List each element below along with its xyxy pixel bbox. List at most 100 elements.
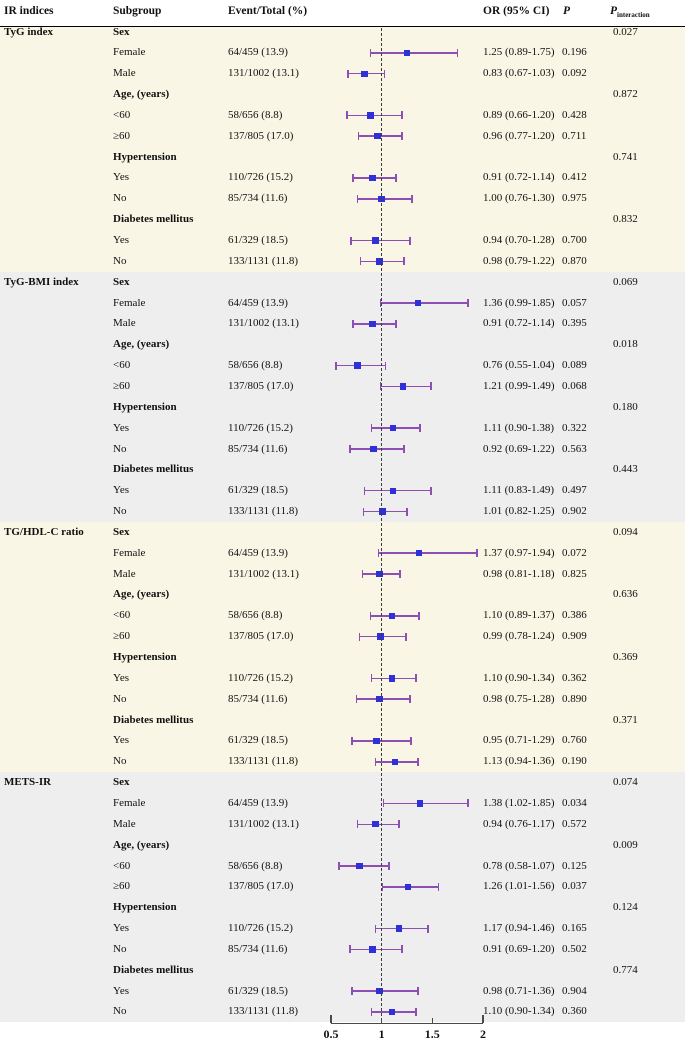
- ci-lower-cap: [374, 757, 377, 766]
- subgroup-label: Yes: [113, 234, 130, 246]
- p-value: 0.089: [562, 359, 587, 372]
- subgroup-label: Female: [113, 296, 146, 309]
- subgroup-label: <60: [113, 359, 131, 372]
- p-interaction-value: 0.872: [613, 88, 638, 101]
- event-total-value: 137/805 (17.0): [228, 379, 294, 392]
- or-ci-value: 0.98 (0.75-1.28): [483, 692, 555, 705]
- axis-baseline: [331, 1023, 483, 1025]
- section-background: [0, 26, 685, 272]
- p-value: 0.909: [562, 630, 587, 643]
- ci-upper-cap: [417, 757, 419, 766]
- subgroup-group-label: Diabetes mellitus: [113, 963, 194, 976]
- subgroup-label: <60: [113, 609, 131, 622]
- ci-lower-cap: [381, 882, 384, 891]
- ci-upper-cap: [387, 862, 390, 870]
- or-point-marker: [376, 570, 383, 578]
- ci-error-bar: [380, 302, 468, 304]
- subgroup-label: No: [113, 505, 127, 518]
- event-total-value: 61/329 (18.5): [228, 734, 288, 747]
- p-interaction-value: 0.371: [613, 713, 638, 726]
- event-total-value: 58/656 (8.8): [228, 359, 283, 372]
- or-point-marker: [376, 987, 383, 995]
- event-total-value: 133/1131 (11.8): [228, 505, 299, 518]
- or-point-marker: [388, 612, 395, 619]
- p-interaction-value: 0.009: [613, 838, 638, 851]
- subgroup-group-label: Sex: [113, 525, 130, 538]
- event-total-value: 133/1131 (11.8): [228, 755, 299, 768]
- or-ci-value: 0.78 (0.58-1.07): [483, 859, 555, 872]
- or-ci-value: 1.25 (0.89-1.75): [483, 46, 555, 59]
- event-total-value: 131/1002 (13.1): [228, 317, 299, 330]
- event-total-value: 58/656 (8.8): [228, 609, 283, 622]
- p-value: 0.190: [562, 755, 587, 768]
- ir-index-label: TG/HDL-C ratio: [4, 525, 84, 538]
- or-point-marker: [379, 508, 386, 515]
- p-value: 0.711: [562, 129, 587, 142]
- event-total-value: 58/656 (8.8): [228, 108, 283, 121]
- p-value: 0.870: [562, 254, 587, 267]
- ci-upper-cap: [403, 445, 405, 453]
- event-total-value: 58/656 (8.8): [228, 859, 283, 872]
- subgroup-label: Yes: [113, 484, 130, 497]
- ci-upper-cap: [410, 736, 412, 745]
- p-value: 0.902: [562, 505, 587, 518]
- or-ci-value: 1.00 (0.76-1.30): [483, 192, 555, 205]
- or-ci-value: 0.96 (0.77-1.20): [483, 129, 555, 142]
- subgroup-label: Yes: [113, 922, 130, 935]
- axis-tick: [381, 1017, 383, 1023]
- or-ci-value: 0.92 (0.69-1.22): [483, 442, 555, 455]
- event-total-value: 64/459 (13.9): [228, 546, 288, 559]
- p-interaction-value: 0.369: [613, 651, 638, 663]
- or-ci-value: 1.37 (0.97-1.94): [483, 546, 555, 559]
- event-total-value: 131/1002 (13.1): [228, 817, 299, 830]
- p-interaction-value: 0.636: [613, 588, 638, 601]
- p-interaction-value: 0.180: [613, 400, 638, 413]
- or-point-marker: [367, 112, 374, 119]
- ci-upper-cap: [415, 1007, 417, 1016]
- or-point-marker: [354, 362, 361, 369]
- ci-error-bar: [383, 802, 468, 805]
- event-total-value: 85/734 (11.6): [228, 442, 288, 455]
- ci-lower-cap: [377, 549, 380, 558]
- or-point-marker: [388, 1008, 395, 1016]
- ci-upper-cap: [466, 799, 469, 808]
- ci-upper-cap: [405, 632, 407, 641]
- ci-upper-cap: [437, 882, 440, 891]
- ci-error-bar: [352, 990, 419, 992]
- or-ci-value: 0.99 (0.78-1.24): [483, 630, 555, 643]
- p-value: 0.037: [562, 880, 587, 893]
- p-value: 0.068: [562, 379, 587, 392]
- reference-line: [380, 28, 382, 1022]
- event-total-value: 64/459 (13.9): [228, 296, 288, 309]
- ci-upper-cap: [403, 257, 405, 266]
- ci-upper-cap: [383, 69, 386, 78]
- p-value: 0.572: [562, 817, 587, 830]
- subgroup-label: Yes: [113, 734, 130, 747]
- ci-lower-cap: [335, 361, 337, 370]
- subgroup-group-label: Age, (years): [113, 588, 170, 601]
- column-header-ir-indices: IR indices: [4, 5, 54, 17]
- ci-lower-cap: [346, 111, 348, 120]
- or-point-marker: [414, 299, 422, 307]
- or-ci-value: 1.10 (0.89-1.37): [483, 609, 555, 622]
- ci-upper-cap: [406, 507, 408, 516]
- ci-error-bar: [339, 865, 389, 867]
- or-ci-value: 1.11 (0.90-1.38): [483, 421, 555, 434]
- ci-upper-cap: [430, 382, 433, 391]
- ci-error-bar: [364, 489, 432, 492]
- ci-error-bar: [336, 364, 386, 367]
- section-background: [0, 271, 685, 522]
- or-point-marker: [415, 550, 423, 557]
- or-ci-value: 0.98 (0.71-1.36): [483, 984, 555, 997]
- or-ci-value: 1.13 (0.94-1.36): [483, 755, 555, 768]
- subgroup-group-label: Hypertension: [113, 150, 177, 163]
- event-total-value: 61/329 (18.5): [228, 984, 288, 997]
- ci-lower-cap: [370, 1007, 373, 1016]
- or-ci-value: 0.91 (0.72-1.14): [483, 317, 555, 330]
- subgroup-label: Male: [113, 317, 136, 330]
- or-point-marker: [395, 925, 403, 932]
- axis-tick: [330, 1015, 332, 1023]
- or-point-marker: [361, 70, 368, 77]
- or-point-marker: [356, 862, 363, 870]
- ci-error-bar: [350, 448, 404, 450]
